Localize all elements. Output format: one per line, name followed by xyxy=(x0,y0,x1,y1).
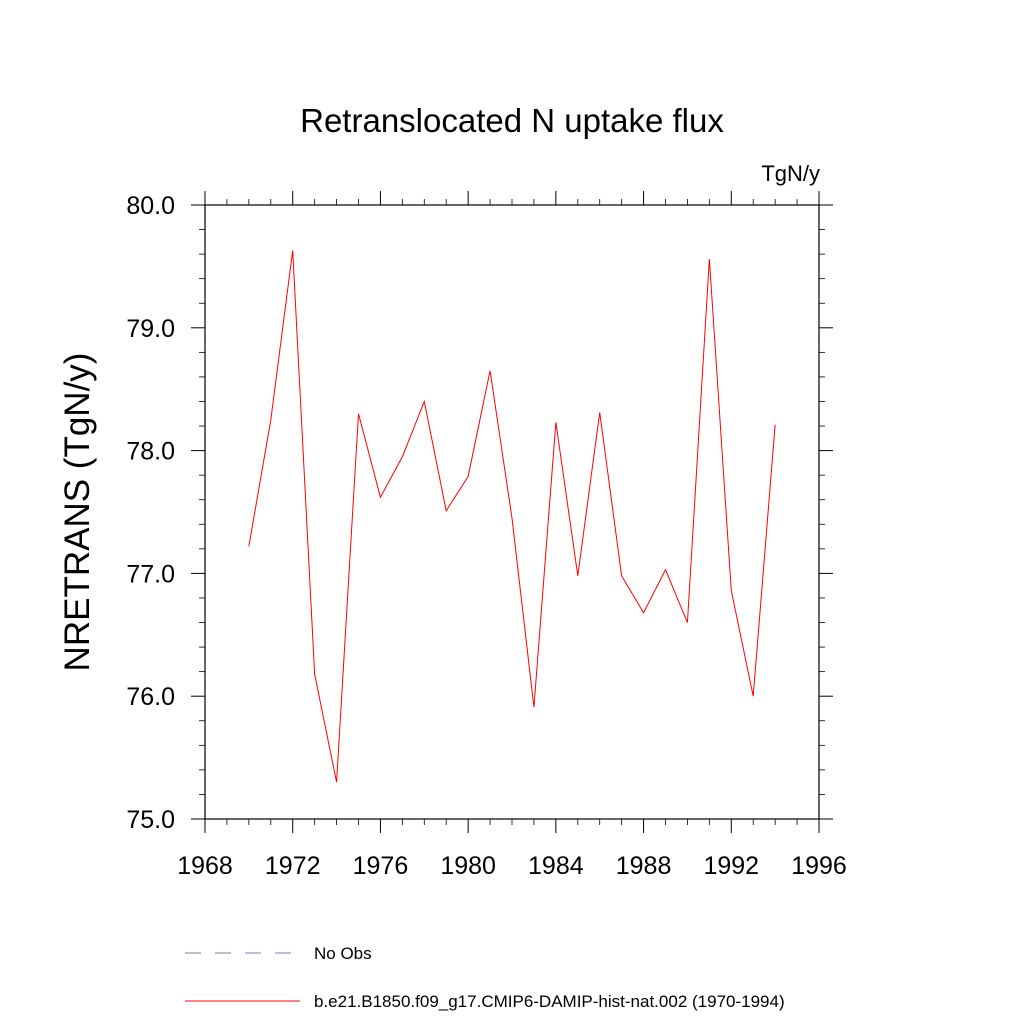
series-group xyxy=(248,250,776,783)
units-label: TgN/y xyxy=(761,161,820,186)
y-tick-label: 75.0 xyxy=(126,806,175,834)
x-tick-label: 1988 xyxy=(616,852,672,880)
legend: No Obs b.e21.B1850.f09_g17.CMIP6-DAMIP-h… xyxy=(185,944,785,1011)
x-tick-label: 1984 xyxy=(528,852,584,880)
y-tick-label: 79.0 xyxy=(126,315,175,343)
x-tick-label: 1976 xyxy=(353,852,409,880)
x-tick-label: 1980 xyxy=(440,852,496,880)
chart-title: Retranslocated N uptake flux xyxy=(300,102,724,139)
series-line-0 xyxy=(248,250,776,783)
y-axis-label: NRETRANS (TgN/y) xyxy=(58,353,97,672)
legend-series-label: b.e21.B1850.f09_g17.CMIP6-DAMIP-hist-nat… xyxy=(314,992,785,1011)
x-tick-label: 1972 xyxy=(265,852,321,880)
x-tick-label: 1968 xyxy=(177,852,233,880)
y-tick-label: 76.0 xyxy=(126,683,175,711)
y-tick-label: 78.0 xyxy=(126,438,175,466)
x-tick-label: 1992 xyxy=(703,852,759,880)
y-tick-label: 77.0 xyxy=(126,560,175,588)
y-tick-label: 80.0 xyxy=(126,192,175,220)
legend-no-obs-label: No Obs xyxy=(314,944,372,963)
x-tick-label: 1996 xyxy=(791,852,847,880)
axis-ticks xyxy=(191,191,833,833)
plot-frame xyxy=(204,204,820,820)
tick-labels: 1968 1972 1976 1980 1984 1988 1992 1996 75.0 76.0… xyxy=(126,192,846,880)
